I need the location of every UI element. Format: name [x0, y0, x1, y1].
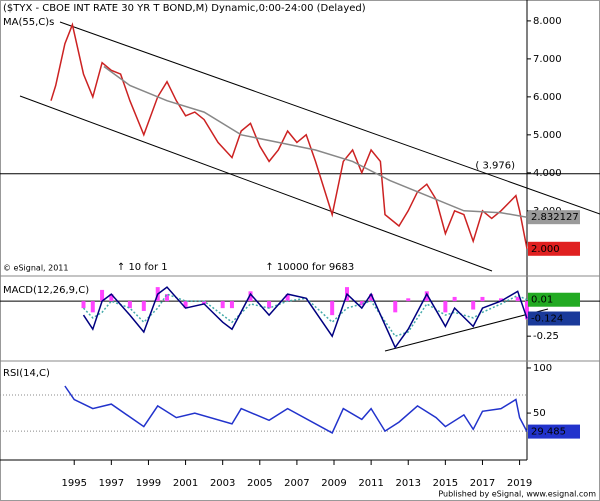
value-tag-label: -0.124 [531, 314, 563, 325]
histogram-bar [330, 301, 335, 316]
value-tag-label: 0.01 [531, 295, 553, 306]
x-tick-label: 2001 [173, 478, 198, 489]
trend-line [384, 308, 549, 352]
histogram-bar [443, 301, 448, 313]
y-tick-label: 50 [533, 408, 546, 419]
histogram-bar [406, 298, 411, 302]
histogram-bar [393, 301, 398, 313]
histogram-bar [248, 291, 253, 302]
x-tick-label: 2005 [247, 478, 272, 489]
x-tick-label: 2013 [396, 478, 421, 489]
x-tick-label: 2007 [284, 478, 309, 489]
h-line-label: ( 3.976) [475, 161, 515, 172]
y-tick-label: 8.000 [533, 16, 562, 27]
x-tick-label: 2009 [321, 478, 346, 489]
histogram-bar [141, 301, 146, 311]
x-tick-label: 2003 [210, 478, 235, 489]
value-tag [528, 424, 580, 439]
histogram-bar [109, 294, 114, 302]
histogram-bar [165, 294, 170, 302]
histogram-bar [471, 301, 476, 310]
y-tick-label: -0.25 [533, 331, 559, 342]
x-tick-label: 2017 [470, 478, 495, 489]
x-tick-label: 2011 [358, 478, 383, 489]
histogram-bar [127, 301, 132, 309]
series-line [82, 286, 528, 349]
histogram-bar [359, 301, 364, 306]
panel-label: MACD(12,26,9,C) [3, 285, 89, 296]
histogram-bar [515, 296, 520, 302]
y-tick-label: 7.000 [533, 54, 562, 65]
histogram-bar [267, 301, 272, 309]
histogram-bar [424, 291, 429, 302]
histogram-bar [202, 301, 207, 304]
value-tag [528, 311, 580, 326]
panel-label: RSI(14,C) [3, 368, 50, 379]
histogram-bar [90, 301, 95, 313]
histogram-bar [525, 301, 529, 320]
annotation: ↑ 10000 for 9683 [265, 262, 354, 273]
histogram-bar [480, 296, 485, 302]
histogram-bar [81, 301, 86, 309]
y-tick-label: 6.000 [533, 92, 562, 103]
y-tick-label: 100 [533, 363, 552, 374]
value-tag-label: 2.832127 [531, 212, 579, 223]
footer: Published by eSignal, www.esignal.com [438, 490, 596, 499]
channel-line [19, 95, 493, 272]
x-tick-label: 2019 [507, 478, 532, 489]
x-tick-label: 1997 [99, 478, 124, 489]
annotation: ↑ 10 for 1 [117, 262, 168, 273]
channel-line [59, 21, 600, 215]
x-tick-label: 1995 [61, 478, 86, 489]
histogram-bar [220, 301, 225, 309]
value-tag [528, 292, 580, 307]
histogram-bar [499, 298, 504, 302]
x-tick-label: 1999 [136, 478, 161, 489]
x-tick-label: 2015 [433, 478, 458, 489]
chart-title: ($TYX - CBOE INT RATE 30 YR T BOND,M) Dy… [3, 3, 366, 14]
histogram-bar [100, 289, 105, 302]
panel-label: MA(55,C)s [3, 17, 54, 28]
histogram-bar [369, 294, 374, 302]
copyright: © eSignal, 2011 [3, 264, 68, 273]
value-tag-label: 29.485 [531, 427, 566, 438]
series-line [64, 385, 528, 434]
series-line [103, 65, 528, 218]
series-line [50, 22, 528, 249]
histogram-bar [285, 294, 290, 302]
histogram-bar [183, 301, 188, 309]
series-line [82, 293, 528, 338]
histogram-bar [229, 301, 234, 309]
value-tag-label: 2.000 [531, 244, 560, 255]
value-tag [528, 210, 580, 225]
histogram-bar [452, 296, 457, 302]
value-tag [528, 241, 580, 256]
y-tick-label: 5.000 [533, 130, 562, 141]
